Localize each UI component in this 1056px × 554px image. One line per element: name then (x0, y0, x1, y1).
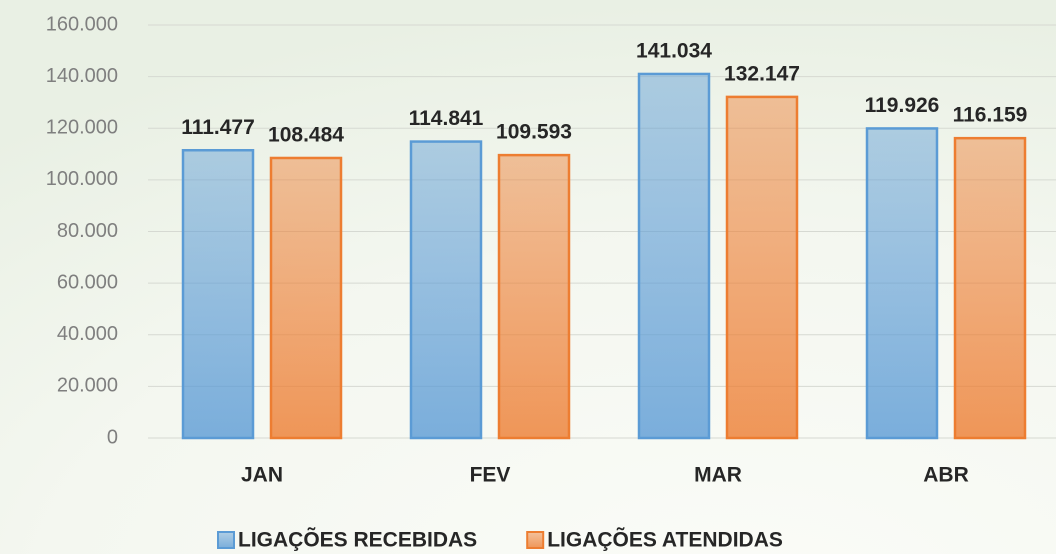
legend-label: LIGAÇÕES RECEBIDAS (238, 528, 477, 552)
data-label: 132.147 (724, 62, 800, 85)
x-tick-label: ABR (923, 464, 969, 487)
bar (269, 156, 343, 440)
y-tick-label: 40.000 (57, 323, 118, 345)
data-label: 109.593 (496, 121, 572, 144)
legend-label: LIGAÇÕES ATENDIDAS (547, 528, 783, 552)
bar (497, 153, 571, 440)
data-label: 116.159 (953, 104, 1028, 127)
bar (953, 136, 1027, 440)
x-tick-label: JAN (241, 464, 283, 487)
data-label: 111.477 (181, 116, 255, 139)
bar (409, 140, 483, 440)
y-tick-label: 160.000 (46, 13, 118, 35)
legend-swatch (526, 531, 545, 549)
x-tick-label: FEV (470, 464, 511, 487)
y-tick-label: 80.000 (57, 220, 118, 242)
data-label: 114.841 (409, 107, 484, 130)
y-tick-label: 20.000 (57, 375, 118, 397)
y-tick-label: 140.000 (46, 65, 118, 87)
data-label: 119.926 (865, 94, 940, 117)
y-tick-label: 120.000 (46, 117, 118, 139)
bar (725, 95, 799, 440)
bar (181, 149, 255, 440)
data-label: 108.484 (268, 124, 344, 147)
y-tick-label: 0 (107, 426, 118, 448)
y-tick-label: 60.000 (57, 271, 118, 293)
data-label: 141.034 (636, 40, 712, 63)
x-tick-label: MAR (694, 464, 742, 487)
legend-swatch (217, 531, 235, 549)
bar (637, 72, 711, 440)
y-tick-label: 100.000 (46, 168, 118, 190)
bar (865, 127, 939, 440)
